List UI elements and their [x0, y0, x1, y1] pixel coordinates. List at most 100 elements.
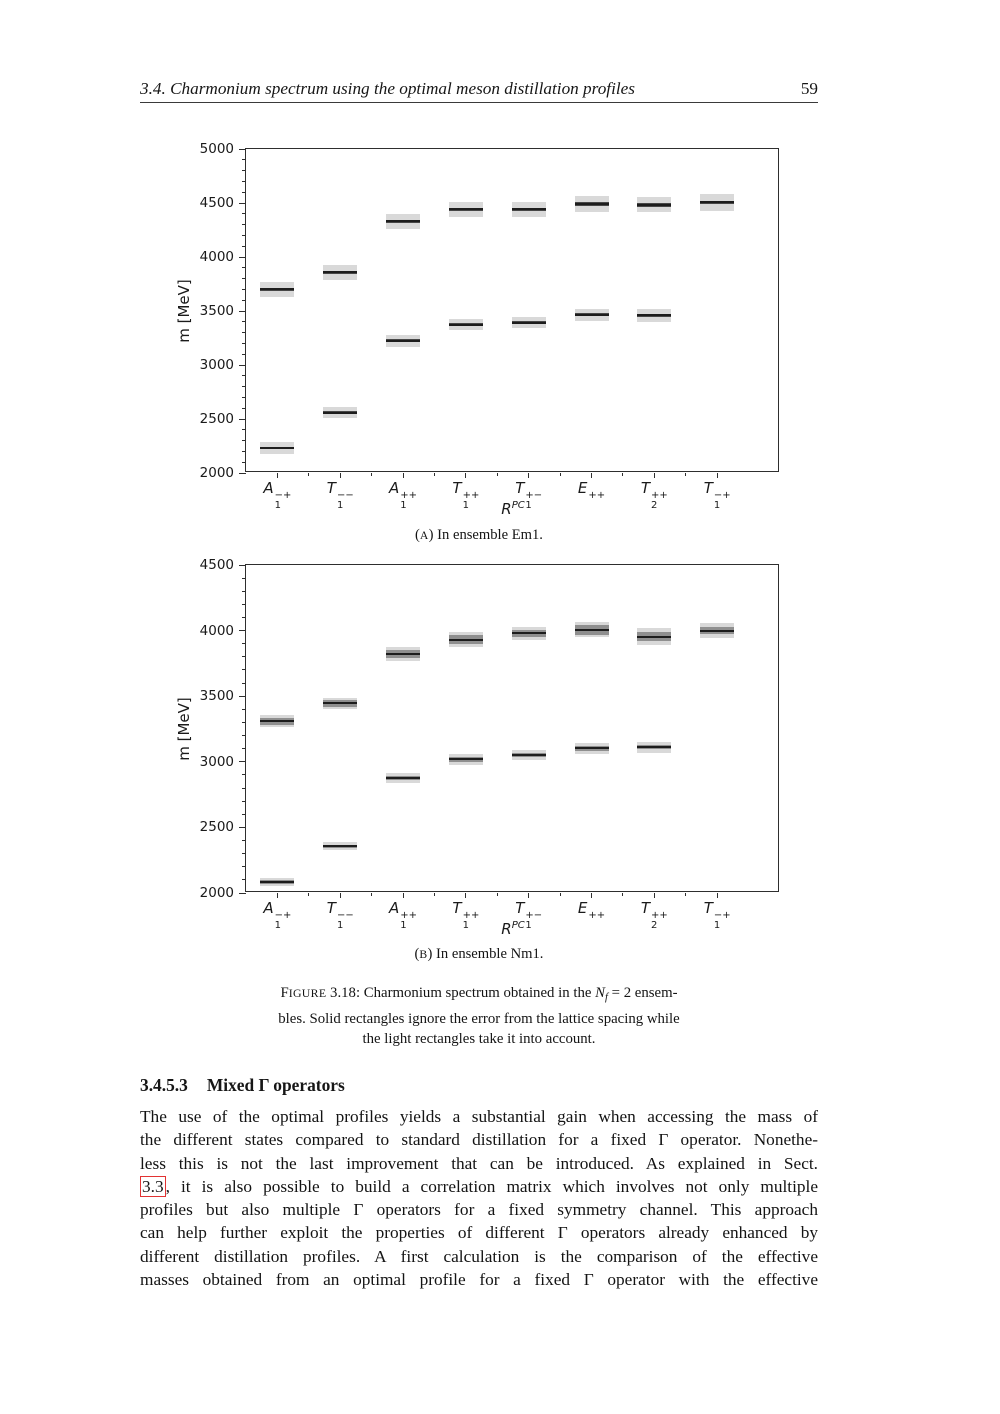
paragraph-line: profiles but also multiple Γ operators f…	[140, 1198, 818, 1221]
category-base: T	[703, 899, 713, 917]
y-tick-minor	[242, 853, 246, 855]
y-tick-minor	[242, 386, 246, 388]
level-center-line	[448, 323, 483, 326]
category-base: T	[326, 899, 336, 917]
text-segment: f	[604, 991, 608, 1003]
x-axis-label-sup: PC	[511, 920, 525, 931]
y-tick	[239, 826, 246, 828]
x-axis-label: RPC	[473, 500, 553, 518]
y-tick-label: 2000	[199, 885, 234, 901]
y-tick-label: 2500	[199, 819, 234, 836]
y-tick-minor	[242, 656, 246, 658]
category-scripts: ++ 2	[651, 489, 668, 511]
figure-caption: FIGURE 3.18: Charmonium spectrum obtaine…	[140, 983, 818, 1050]
x-tick-minor	[433, 893, 435, 896]
y-tick-minor	[242, 800, 246, 802]
level-center-line	[574, 628, 609, 631]
y-tick-minor	[242, 866, 246, 868]
y-tick-minor	[242, 735, 246, 737]
category-base: T	[452, 479, 462, 497]
x-tick-minor	[433, 473, 435, 476]
y-tick	[239, 472, 246, 474]
x-tick-label: A ++ 1	[369, 479, 437, 512]
page-number: 59	[800, 79, 818, 98]
subcaption-a: (A) In ensemble Em1.	[140, 527, 818, 544]
y-tick-label: 4500	[199, 557, 234, 573]
level-center-line	[511, 753, 546, 756]
y-tick-minor	[242, 278, 246, 280]
y-tick-minor	[242, 708, 246, 710]
header-rule	[140, 102, 818, 103]
category-scripts: +− 1	[525, 489, 543, 511]
y-tick-minor	[242, 213, 246, 215]
level-center-line	[511, 632, 546, 635]
x-tick	[339, 473, 341, 478]
category-scripts: +− 1	[525, 909, 543, 931]
subcaption-b: (B) In ensemble Nm1.	[140, 946, 818, 963]
x-tick-minor	[496, 893, 498, 896]
y-tick-label: 2500	[199, 411, 234, 427]
level-center-line	[386, 220, 421, 223]
x-tick-label: E ++	[558, 899, 626, 931]
paragraph-line: The use of the optimal profiles yields a…	[140, 1105, 818, 1128]
y-tick-label: 4500	[199, 195, 234, 211]
section-ref-link[interactable]: 3.3	[140, 1175, 166, 1197]
level-center-line	[637, 314, 672, 317]
y-tick	[239, 364, 246, 366]
y-tick-label: 4000	[199, 622, 234, 639]
y-tick-label: 5000	[199, 141, 234, 157]
category-scripts: −− 1	[336, 909, 354, 931]
x-tick-label: T ++ 2	[620, 479, 688, 512]
x-tick	[528, 473, 530, 478]
y-tick-minor	[242, 813, 246, 815]
x-tick-minor	[308, 473, 310, 476]
y-tick-minor	[242, 267, 246, 269]
y-tick-label: 3000	[199, 753, 234, 770]
level-center-line	[260, 288, 295, 291]
subcaption-a-open: (	[415, 527, 420, 543]
category-scripts: −+ 1	[713, 489, 731, 511]
text-segment: masses obtained from an optimal profile …	[140, 1270, 818, 1290]
y-tick-minor	[242, 440, 246, 442]
text-segment: 3.18: Charmonium spectrum obtained in th…	[326, 985, 596, 1001]
x-tick-minor	[685, 893, 687, 896]
x-tick	[653, 893, 655, 898]
category-scripts: ++	[588, 909, 606, 921]
subcaption-b-letter: B	[419, 948, 428, 961]
level-center-line	[386, 339, 421, 342]
x-tick-minor	[622, 893, 624, 896]
paragraph-line: can help further exploit the properties …	[140, 1221, 818, 1244]
x-tick-label: E ++	[558, 479, 626, 511]
level-center-line	[260, 720, 295, 723]
x-tick-minor	[559, 473, 561, 476]
text-segment: the light rectangles take it into accoun…	[362, 1031, 596, 1048]
category-base: E	[577, 899, 588, 917]
category-scripts: −+ 1	[274, 489, 292, 511]
text-segment: = 2 ensem-	[607, 985, 678, 1001]
y-tick-minor	[242, 191, 246, 193]
category-scripts: ++	[588, 489, 606, 501]
x-tick-minor	[622, 473, 624, 476]
paragraph-line: the different states compared to standar…	[140, 1128, 818, 1151]
y-tick-minor	[242, 224, 246, 226]
y-tick-minor	[242, 375, 246, 377]
category-base: T	[326, 479, 336, 497]
y-tick	[239, 310, 246, 312]
y-tick-minor	[242, 590, 246, 592]
y-tick-minor	[242, 879, 246, 881]
x-tick	[591, 473, 593, 478]
category-base: E	[577, 479, 588, 497]
level-center-line	[323, 411, 358, 414]
x-tick-label: A −+ 1	[243, 479, 311, 512]
figure-caption-line: FIGURE 3.18: Charmonium spectrum obtaine…	[140, 983, 818, 1009]
paragraph-line: 3.3, it is also possible to build a corr…	[140, 1175, 818, 1198]
category-base: A	[263, 479, 274, 497]
y-tick-minor	[242, 407, 246, 409]
level-center-line	[700, 629, 735, 632]
level-center-line	[511, 208, 546, 211]
x-tick-label: T +− 1	[495, 899, 563, 932]
y-tick-minor	[242, 603, 246, 605]
text-segment: bles. Solid rectangles ignore the error …	[278, 1010, 680, 1027]
category-base: T	[640, 479, 651, 497]
category-base: T	[703, 479, 713, 497]
